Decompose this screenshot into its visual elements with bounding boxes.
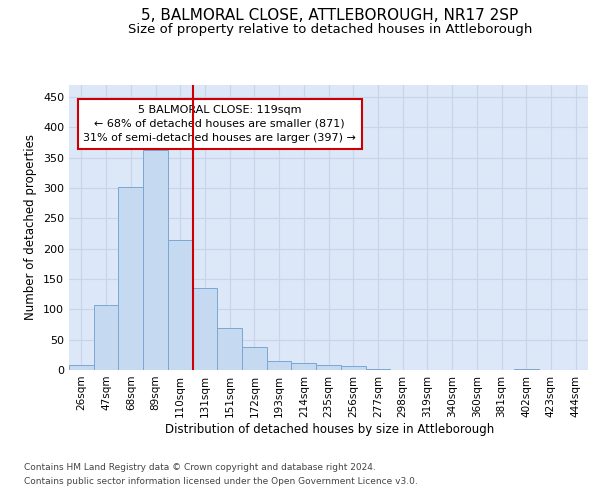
Bar [217,328,242,370]
Text: 5, BALMORAL CLOSE, ATTLEBOROUGH, NR17 2SP: 5, BALMORAL CLOSE, ATTLEBOROUGH, NR17 2S… [142,8,518,22]
Bar [292,362,316,370]
Bar [143,150,168,370]
Bar [267,361,292,370]
Bar [193,288,217,370]
Bar [365,369,390,370]
Bar [242,347,267,370]
Bar [94,304,118,370]
Bar [69,365,94,370]
Text: Distribution of detached houses by size in Attleborough: Distribution of detached houses by size … [166,422,494,436]
Text: Contains public sector information licensed under the Open Government Licence v3: Contains public sector information licen… [24,478,418,486]
Bar [168,240,193,370]
Bar [316,364,341,370]
Bar [341,366,365,370]
Text: Contains HM Land Registry data © Crown copyright and database right 2024.: Contains HM Land Registry data © Crown c… [24,462,376,471]
Y-axis label: Number of detached properties: Number of detached properties [25,134,37,320]
Bar [118,188,143,370]
Text: 5 BALMORAL CLOSE: 119sqm
← 68% of detached houses are smaller (871)
31% of semi-: 5 BALMORAL CLOSE: 119sqm ← 68% of detach… [83,105,356,143]
Text: Size of property relative to detached houses in Attleborough: Size of property relative to detached ho… [128,22,532,36]
Bar [514,369,539,370]
